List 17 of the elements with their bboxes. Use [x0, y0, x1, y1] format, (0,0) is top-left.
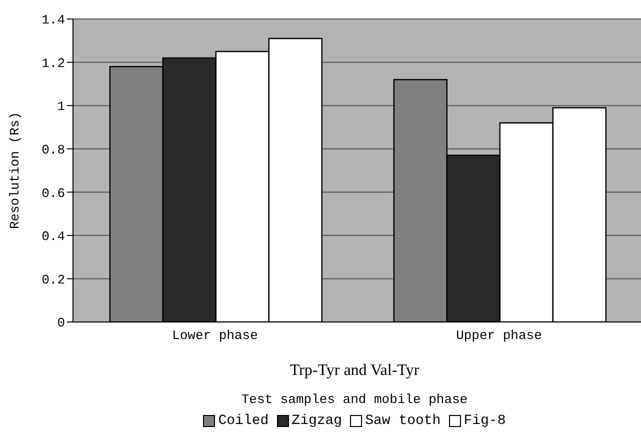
y-tick-label: 0.4	[42, 229, 66, 244]
legend-label: Zigzag	[290, 413, 342, 429]
y-axis-title: Resolution (Rs)	[8, 112, 23, 230]
y-tick-label: 0.6	[42, 186, 65, 201]
y-tick-label: 1	[57, 99, 66, 114]
x-tick-label: Upper phase	[456, 328, 542, 344]
legend-label: Coiled	[217, 413, 269, 429]
x-axis-title: Test samples and mobile phase	[240, 392, 469, 407]
y-tick-label: 0	[57, 316, 65, 331]
text: Trp-Tyr and Val-Tyr	[288, 362, 420, 380]
y-tick-label: 1.4	[42, 12, 66, 28]
y-tick-label: 0.8	[42, 142, 65, 158]
x-tick-label: Lower phase	[172, 328, 258, 344]
y-tick-label: 0.2	[42, 272, 65, 288]
legend-label: Fig-8	[462, 413, 506, 429]
y-tick-label: 1.2	[42, 56, 65, 71]
legend-label: Saw tooth	[364, 413, 441, 429]
